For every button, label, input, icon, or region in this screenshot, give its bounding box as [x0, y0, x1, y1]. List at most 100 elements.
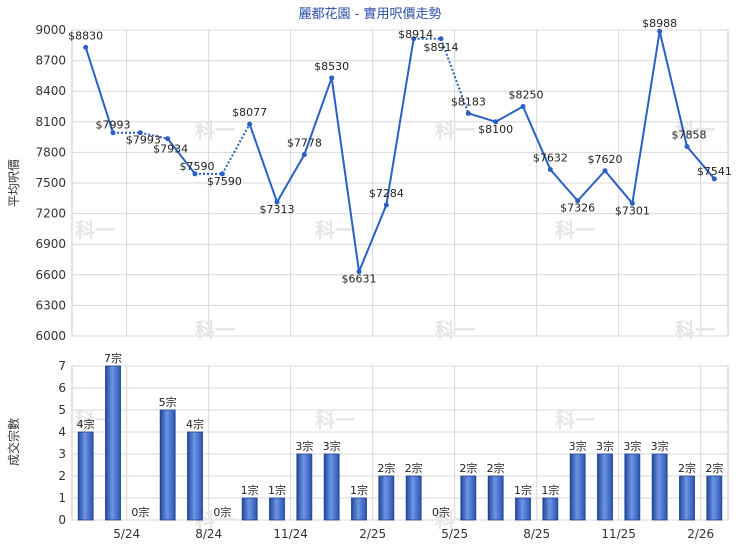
watermark-text: 科一 [435, 318, 475, 342]
line-y-tick-label: 7500 [35, 176, 66, 190]
line-point [629, 200, 635, 206]
bar-value-label: 1宗 [268, 483, 286, 497]
line-point-label: $8100 [478, 123, 513, 136]
line-point-label: $8830 [68, 29, 103, 42]
line-point [465, 110, 471, 116]
bar-value-label: 2宗 [459, 461, 477, 475]
line-segment [686, 145, 716, 180]
bar-value-label: 3宗 [596, 439, 614, 453]
line-point-label: $8988 [642, 17, 677, 30]
bar-value-label: 1宗 [350, 483, 368, 497]
line-point-label: $7632 [533, 152, 568, 165]
line-y-tick-label: 6000 [35, 329, 66, 343]
bar-value-label: 5宗 [159, 395, 177, 409]
bar-value-label: 1宗 [541, 483, 559, 497]
bar-value-label: 2宗 [405, 461, 423, 475]
line-point [411, 36, 417, 42]
watermark-text: 科一 [675, 318, 715, 342]
line-point-label: $7858 [672, 128, 707, 141]
line-y-tick-label: 7800 [35, 145, 66, 159]
line-point [356, 269, 362, 275]
line-point-label: $7313 [260, 203, 295, 216]
bar-value-label: 7宗 [104, 351, 122, 365]
line-point-label: $8530 [314, 60, 349, 73]
line-point [684, 143, 690, 149]
line-point-label: $8183 [451, 95, 486, 108]
bar [597, 453, 613, 521]
line-point [83, 44, 89, 50]
bar [706, 475, 723, 521]
line-point-label: $7326 [560, 202, 595, 215]
bar-value-label: 3宗 [295, 439, 313, 453]
watermark-text: 科一 [435, 118, 475, 142]
bar [323, 453, 340, 521]
bar [405, 475, 422, 521]
line-y-tick-label: 7200 [35, 207, 66, 221]
bar-value-label: 0宗 [432, 505, 450, 519]
line-y-tick-label: 6900 [35, 237, 66, 251]
watermark-text: 科一 [555, 218, 595, 242]
x-tick-label: 2/26 [687, 527, 714, 541]
line-segment [166, 138, 196, 175]
line-point-label: $7993 [96, 119, 131, 132]
bar-y-tick-label: 7 [58, 359, 66, 373]
line-segment [385, 38, 415, 206]
line-point [329, 75, 335, 81]
x-tick-label: 11/25 [601, 527, 636, 541]
bar-value-label: 3宗 [651, 439, 669, 453]
line-point [520, 104, 526, 109]
bar [378, 475, 395, 521]
line-point [301, 152, 307, 158]
bar [624, 453, 641, 521]
line-segment [330, 77, 360, 272]
line-segment-carried [440, 38, 470, 114]
line-point-label: $8250 [509, 89, 544, 102]
line-point [165, 136, 171, 142]
bar-y-tick-label: 2 [58, 469, 66, 483]
line-point [602, 168, 608, 174]
line-segment [303, 77, 333, 155]
line-segment-carried [221, 123, 251, 175]
bar-value-label: 2宗 [678, 461, 696, 475]
bar [105, 365, 121, 521]
bar-y-tick-label: 3 [58, 447, 66, 461]
watermark-text: 科一 [195, 318, 235, 342]
watermark-text: 科一 [75, 218, 115, 242]
bar [159, 409, 176, 521]
line-segment [658, 30, 688, 147]
line-y-tick-label: 8100 [35, 115, 66, 129]
line-segment [84, 47, 114, 134]
x-tick-label: 2/25 [359, 527, 386, 541]
line-segment [276, 154, 306, 203]
line-y-tick-label: 8700 [35, 54, 66, 68]
bar-y-axis-label: 成交宗數 [6, 418, 21, 466]
line-y-axis-label: 平均呎價 [7, 159, 21, 207]
line-point [137, 130, 143, 136]
bar-value-label: 2宗 [377, 461, 395, 475]
line-point-label: $6631 [342, 273, 377, 286]
line-segment [495, 105, 524, 123]
bar [296, 453, 313, 521]
line-segment [358, 204, 388, 273]
line-y-tick-label: 9000 [35, 23, 66, 37]
line-segment-carried [140, 131, 168, 140]
watermark-text: 科一 [195, 118, 235, 142]
bar-value-label: 4宗 [77, 417, 95, 431]
line-y-tick-label: 8400 [35, 84, 66, 98]
bar-y-tick-label: 4 [58, 425, 66, 439]
line-point [383, 202, 389, 208]
line-point-label: $7934 [153, 143, 188, 156]
line-point [711, 176, 717, 182]
bar [241, 497, 258, 521]
line-segment [522, 106, 552, 170]
line-point-label: $7301 [615, 204, 650, 217]
watermark-text: 科一 [315, 218, 355, 242]
bar-value-label: 0宗 [131, 505, 149, 519]
line-point-label: $7620 [588, 153, 623, 166]
bar [569, 453, 586, 521]
bar [515, 497, 531, 521]
line-segment [248, 123, 278, 203]
x-tick-label: 5/25 [441, 527, 468, 541]
line-segment [604, 170, 634, 204]
